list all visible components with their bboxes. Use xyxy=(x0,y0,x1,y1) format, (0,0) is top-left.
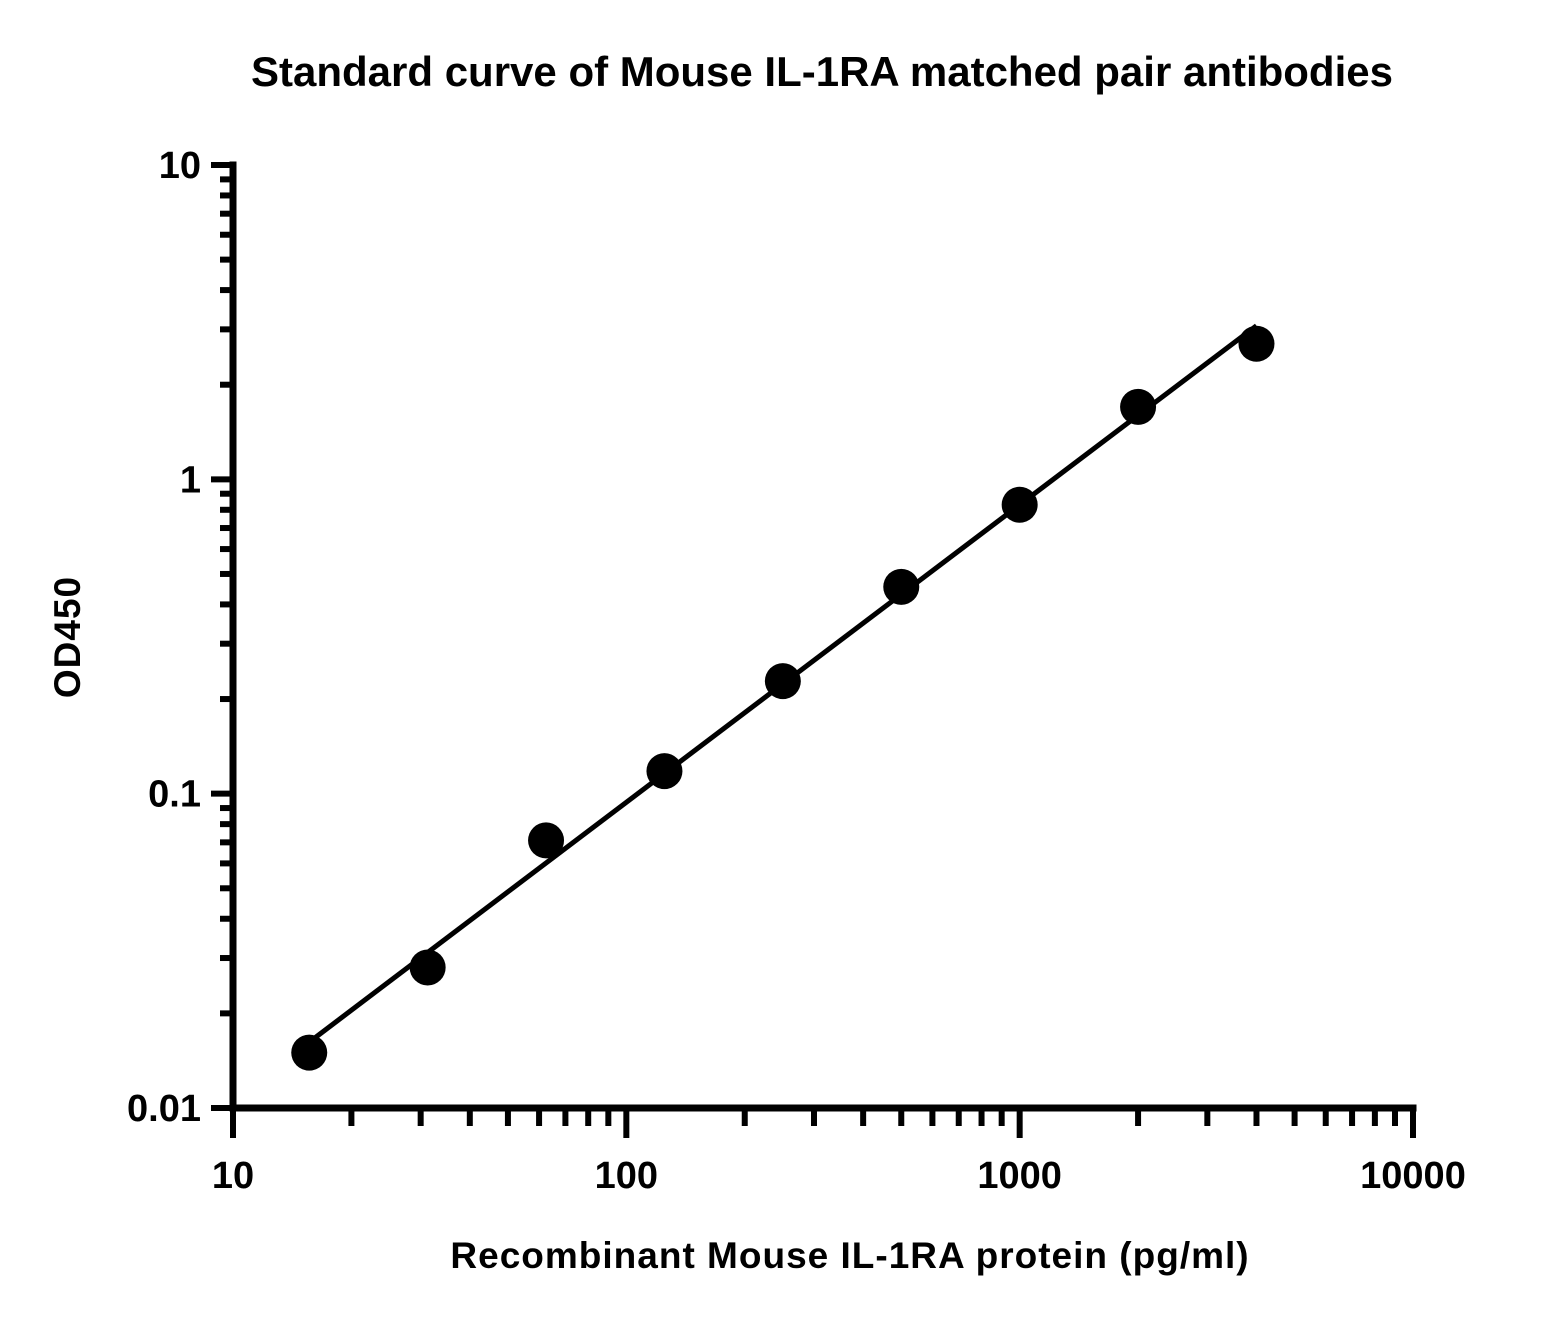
x-tick-label: 100 xyxy=(595,1155,658,1197)
data-point xyxy=(291,1034,328,1071)
x-tick-label: 1000 xyxy=(977,1155,1062,1197)
axes: 0.01 0.1 1 10 10 100 1000 10000 xyxy=(127,145,1466,1197)
y-tick-label: 10 xyxy=(159,145,201,187)
data-point xyxy=(1001,486,1038,523)
y-tick-label: 0.1 xyxy=(148,774,201,816)
x-tick-label: 10 xyxy=(212,1155,254,1197)
chart-title: Standard curve of Mouse IL-1RA matched p… xyxy=(251,48,1393,95)
data-points xyxy=(291,325,1275,1071)
data-point xyxy=(1238,325,1275,362)
data-point xyxy=(646,753,683,790)
data-point xyxy=(409,949,446,986)
y-tick-label: 1 xyxy=(180,459,201,501)
data-point xyxy=(1120,388,1157,425)
x-axis-label: Recombinant Mouse IL-1RA protein (pg/ml) xyxy=(450,1235,1249,1276)
data-point xyxy=(528,822,565,859)
y-axis-label: OD450 xyxy=(47,576,88,698)
data-point xyxy=(764,663,801,700)
data-point xyxy=(883,568,920,605)
x-tick-label: 10000 xyxy=(1360,1155,1466,1197)
y-tick-label: 0.01 xyxy=(127,1088,201,1130)
